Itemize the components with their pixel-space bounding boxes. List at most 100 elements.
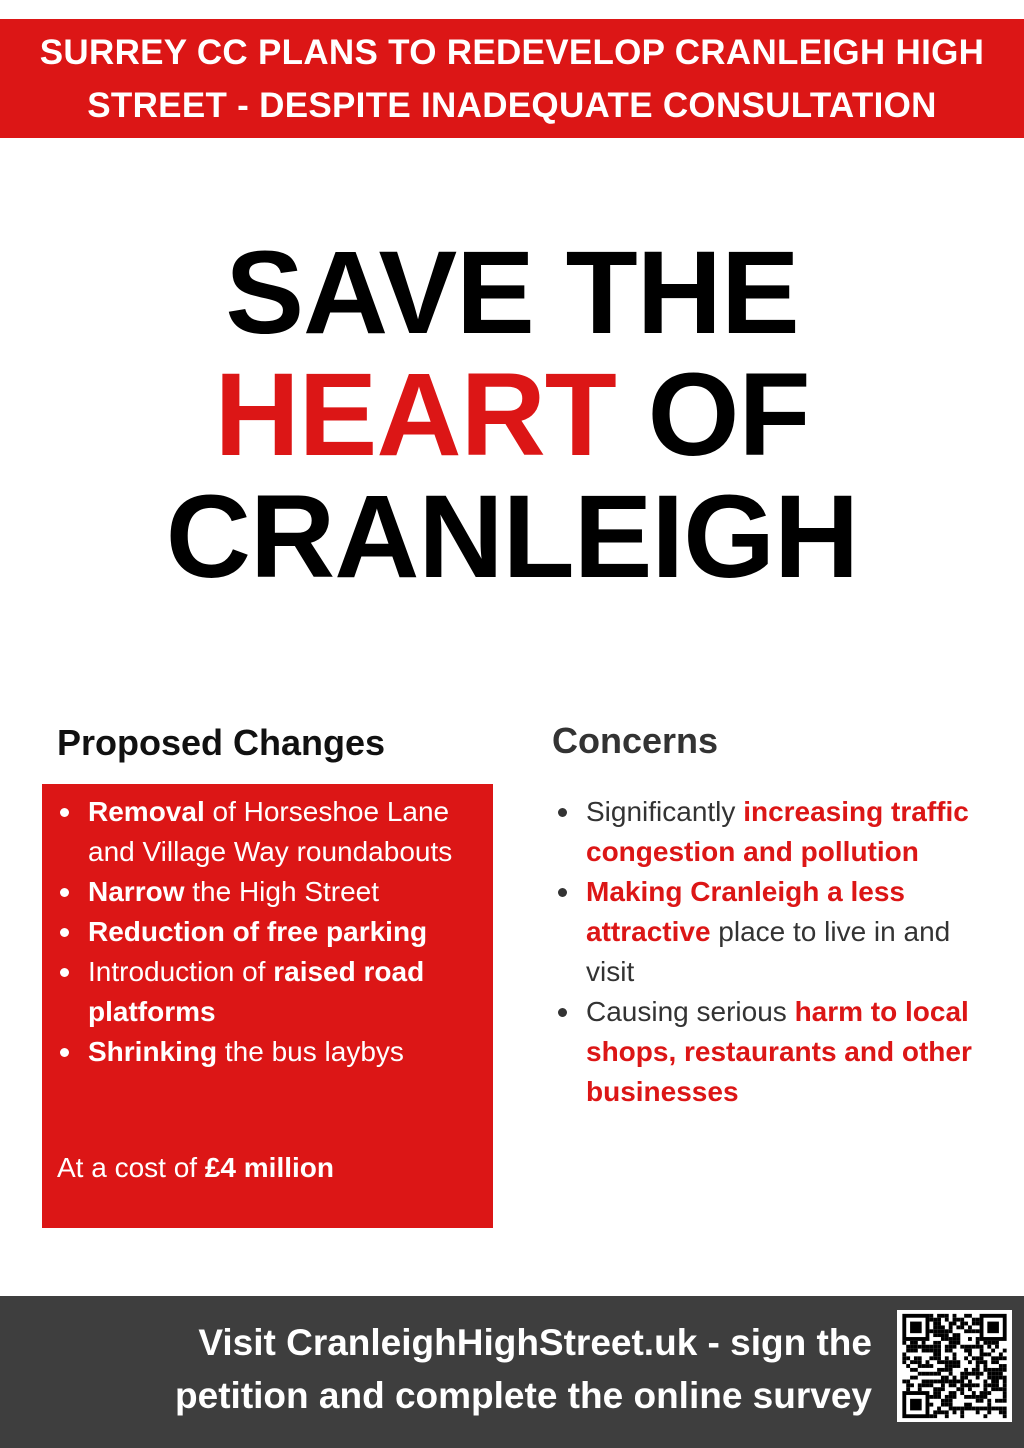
qr-module: [964, 1313, 969, 1318]
qr-module: [910, 1375, 914, 1380]
qr-module: [948, 1360, 953, 1365]
qr-module: [921, 1379, 926, 1384]
qr-module: [975, 1410, 980, 1415]
qr-module: [979, 1344, 984, 1349]
qr-module: [960, 1391, 965, 1395]
qr-module: [902, 1352, 907, 1357]
qr-module: [995, 1371, 999, 1376]
item-text: of Horseshoe Lane and Village Way rounda…: [88, 796, 453, 867]
list-item: Reduction of free parking: [42, 912, 487, 952]
qr-module: [937, 1406, 941, 1411]
qr-module: [987, 1371, 992, 1376]
qr-module: [925, 1360, 930, 1365]
qr-module: [952, 1406, 957, 1411]
qr-module: [906, 1379, 911, 1384]
footer-line-1: Visit CranleighHighStreet.uk - sign the: [198, 1322, 872, 1363]
qr-module: [983, 1414, 988, 1419]
qr-module: [971, 1367, 976, 1372]
list-item: Introduction of raised road platforms: [42, 952, 487, 1032]
qr-module: [948, 1383, 953, 1388]
qr-module: [948, 1394, 953, 1399]
qr-module: [948, 1391, 953, 1395]
qr-module: [971, 1383, 976, 1388]
qr-module: [948, 1379, 953, 1384]
list-item: Shrinking the bus laybys: [42, 1032, 487, 1072]
concerns-list: Significantly increasing traffic congest…: [540, 792, 980, 1112]
qr-module: [944, 1394, 949, 1399]
qr-module: [995, 1356, 999, 1361]
qr-module: [944, 1317, 949, 1322]
qr-module: [948, 1367, 953, 1372]
qr-module: [944, 1333, 949, 1338]
qr-module: [906, 1348, 911, 1353]
qr-module: [948, 1337, 953, 1341]
qr-module: [937, 1340, 941, 1345]
qr-module: [960, 1410, 965, 1415]
proposed-changes-box: Removal of Horseshoe Lane and Village Wa…: [42, 784, 493, 1228]
qr-module: [940, 1337, 945, 1341]
qr-module: [991, 1348, 996, 1353]
qr-module: [975, 1337, 980, 1341]
qr-module: [948, 1406, 953, 1411]
qr-module: [952, 1364, 957, 1368]
item-bold: increasing traffic congestion and pollut…: [586, 796, 969, 867]
qr-module: [929, 1329, 934, 1334]
qr-module: [975, 1375, 980, 1380]
qr-module: [944, 1402, 949, 1407]
qr-module: [948, 1321, 953, 1326]
qr-module: [948, 1329, 953, 1334]
banner-line-2: STREET - DESPITE INADEQUATE CONSULTATION: [87, 86, 937, 125]
qr-module: [940, 1379, 945, 1384]
qr-module: [971, 1321, 976, 1326]
qr-module: [944, 1414, 949, 1419]
qr-module: [983, 1367, 988, 1372]
qr-module: [917, 1371, 922, 1376]
qr-module: [940, 1383, 945, 1388]
qr-module: [952, 1321, 957, 1326]
qr-module: [964, 1348, 969, 1353]
item-bold: Making Cranleigh a less attractive: [586, 876, 905, 947]
qr-module: [933, 1410, 938, 1415]
qr-module: [952, 1333, 957, 1338]
qr-module: [933, 1394, 938, 1399]
qr-module: [929, 1371, 934, 1376]
qr-module: [979, 1391, 984, 1395]
qr-module: [964, 1402, 969, 1407]
title-line-1: SAVE THE: [225, 227, 799, 359]
qr-module: [975, 1356, 980, 1361]
proposed-changes-heading: Proposed Changes: [57, 722, 386, 763]
qr-module: [987, 1383, 992, 1388]
qr-module: [968, 1394, 972, 1399]
main-title: SAVE THE HEART OF CRANLEIGH: [0, 232, 1024, 598]
qr-module: [995, 1340, 999, 1345]
qr-module: [952, 1356, 957, 1361]
top-banner: SURREY CC PLANS TO REDEVELOP CRANLEIGH H…: [0, 19, 1024, 138]
qr-module: [917, 1364, 922, 1368]
qr-module: [952, 1383, 957, 1388]
qr-module: [902, 1340, 907, 1345]
qr-module: [944, 1364, 949, 1368]
qr-module: [1002, 1394, 1007, 1399]
qr-module: [983, 1383, 988, 1388]
qr-module: [929, 1317, 934, 1322]
qr-module: [948, 1398, 953, 1403]
qr-module: [921, 1344, 926, 1349]
qr-module: [940, 1333, 945, 1338]
qr-module: [910, 1340, 914, 1345]
qr-module: [925, 1383, 930, 1388]
item-bold: Narrow: [88, 876, 185, 907]
qr-code-icon[interactable]: [897, 1310, 1012, 1422]
qr-module: [917, 1344, 922, 1349]
item-text: Significantly: [586, 796, 744, 827]
qr-module: [902, 1379, 907, 1384]
title-of: OF: [615, 349, 811, 481]
qr-module: [975, 1383, 980, 1388]
qr-module: [987, 1391, 992, 1395]
qr-module: [906, 1387, 911, 1392]
list-item: Significantly increasing traffic congest…: [540, 792, 980, 872]
qr-module: [998, 1375, 1003, 1380]
qr-module: [975, 1360, 980, 1365]
qr-module: [991, 1356, 996, 1361]
qr-module: [944, 1398, 949, 1403]
qr-module: [937, 1313, 941, 1318]
